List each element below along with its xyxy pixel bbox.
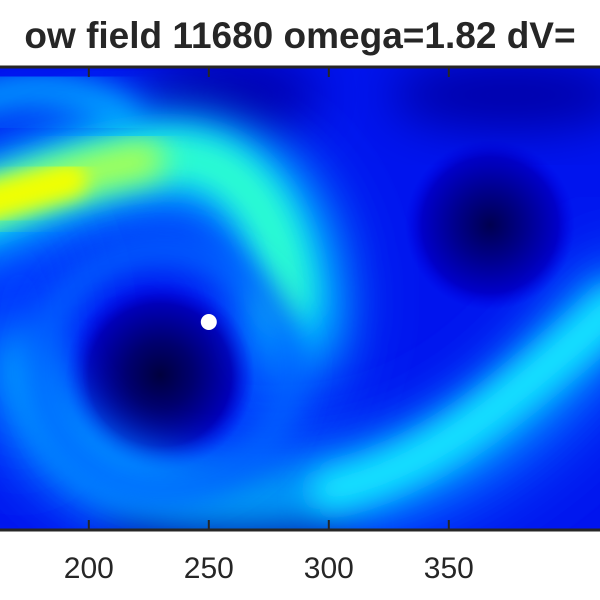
marker-point xyxy=(200,314,217,330)
x-tick-label: 250 xyxy=(184,552,234,585)
x-tick-label: 350 xyxy=(424,552,474,585)
x-tick-label: 300 xyxy=(304,552,354,585)
chart-title: ow field 11680 omega=1.82 dV= xyxy=(24,15,576,56)
x-ticks: 200 250 300 350 xyxy=(64,67,474,585)
heatmap-field xyxy=(0,67,600,530)
x-tick-label: 200 xyxy=(64,552,114,585)
markers xyxy=(200,314,217,330)
axes xyxy=(0,65,600,532)
